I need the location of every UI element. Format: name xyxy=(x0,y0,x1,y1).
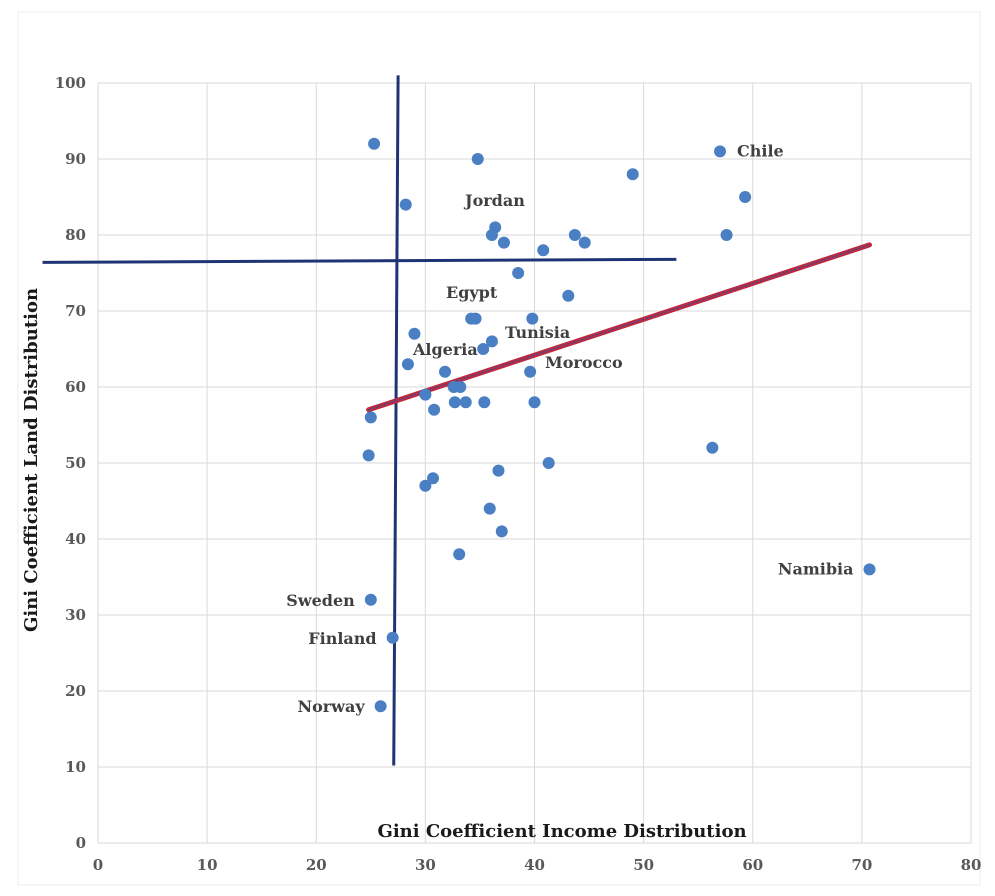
point-label: Finland xyxy=(308,629,376,648)
data-point xyxy=(477,343,490,355)
data-point xyxy=(427,472,440,485)
annotation-label: Morocco xyxy=(545,353,623,372)
data-point xyxy=(469,312,482,325)
data-point xyxy=(364,411,377,424)
annotation-label: Egypt xyxy=(446,283,498,302)
data-point xyxy=(512,267,525,279)
y-axis-title: Gini Coefficient Land Distribution xyxy=(21,288,42,632)
y-tick-label: 70 xyxy=(65,302,86,320)
data-point xyxy=(374,700,387,713)
x-tick-label: 20 xyxy=(306,856,327,874)
x-tick-label: 40 xyxy=(524,856,545,874)
data-point xyxy=(364,593,377,606)
y-tick-label: 90 xyxy=(65,150,86,168)
point-label: Chile xyxy=(737,141,784,160)
data-point xyxy=(578,236,591,249)
gridlines xyxy=(97,82,972,844)
quadrant-lines xyxy=(42,75,677,766)
x-tick-label: 10 xyxy=(197,856,218,874)
x-tick-label: 30 xyxy=(415,856,436,874)
data-point xyxy=(485,335,498,348)
data-point xyxy=(562,289,575,302)
data-point xyxy=(626,168,639,181)
y-tick-label: 60 xyxy=(65,378,86,396)
data-point xyxy=(537,244,550,257)
data-point xyxy=(408,327,421,340)
x-axis-title: Gini Coefficient Income Distribution xyxy=(377,821,746,842)
point-labels: Chile Namibia Sweden Finland Norway Jordan Egy… xyxy=(286,141,853,716)
y-tick-label: 10 xyxy=(65,758,86,776)
data-point xyxy=(568,229,581,241)
data-point xyxy=(368,137,381,150)
y-tick-label: 0 xyxy=(76,834,86,852)
data-point xyxy=(478,396,491,409)
data-point xyxy=(542,457,555,469)
y-tick-label: 30 xyxy=(65,606,86,624)
data-point xyxy=(483,502,496,515)
data-point xyxy=(419,388,432,401)
tick-labels: 0 10 20 30 40 50 60 70 80 0 10 20 30 40 50 60 70 80 90 100 xyxy=(55,74,982,874)
data-point xyxy=(524,365,537,378)
data-point xyxy=(720,229,733,241)
data-point xyxy=(453,548,466,561)
x-tick-label: 70 xyxy=(851,856,872,874)
y-tick-label: 50 xyxy=(65,454,86,472)
x-tick-label: 0 xyxy=(93,856,103,874)
point-label: Namibia xyxy=(778,559,854,578)
point-label: Norway xyxy=(297,697,365,716)
data-point xyxy=(863,563,876,576)
data-point xyxy=(386,631,399,644)
data-point xyxy=(448,396,461,409)
data-point xyxy=(362,449,375,462)
data-point xyxy=(454,381,467,393)
annotation-label: Algeria xyxy=(412,340,478,359)
x-tick-label: 80 xyxy=(961,856,982,874)
chart-border xyxy=(17,11,981,886)
data-point xyxy=(459,396,472,409)
y-tick-label: 100 xyxy=(55,74,86,92)
data-point xyxy=(485,229,498,241)
point-label: Sweden xyxy=(286,591,355,610)
y-tick-label: 20 xyxy=(65,682,86,700)
y-tick-label: 80 xyxy=(65,226,86,244)
data-point xyxy=(399,198,412,211)
data-point xyxy=(439,365,452,378)
data-point xyxy=(497,236,510,249)
data-point xyxy=(495,525,508,538)
data-point xyxy=(714,145,727,158)
horizontal-divider-line xyxy=(42,257,677,264)
annotation-label: Jordan xyxy=(463,191,525,210)
data-point xyxy=(739,191,752,203)
data-point xyxy=(471,153,484,165)
data-point xyxy=(419,479,432,492)
data-point xyxy=(526,312,539,325)
data-point xyxy=(401,358,414,371)
annotation-label: Tunisia xyxy=(505,323,570,342)
y-tick-label: 40 xyxy=(65,530,86,548)
data-points xyxy=(362,137,876,713)
data-point xyxy=(706,441,719,454)
x-tick-label: 50 xyxy=(633,856,654,874)
vertical-divider-line xyxy=(392,75,400,766)
data-point xyxy=(492,464,505,477)
data-point xyxy=(528,396,541,409)
x-tick-label: 60 xyxy=(742,856,763,874)
data-point xyxy=(428,403,441,416)
